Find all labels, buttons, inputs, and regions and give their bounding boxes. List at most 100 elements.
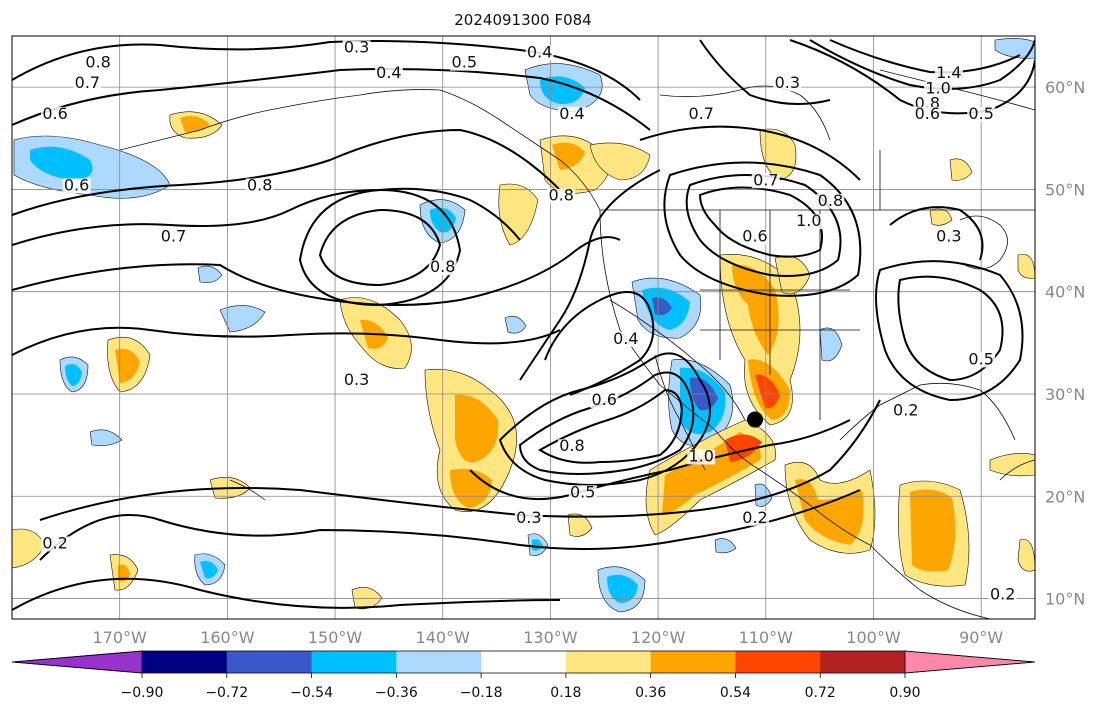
contour-label: 0.7 — [753, 170, 778, 189]
contour-label: 0.8 — [559, 436, 584, 455]
contour-label: 0.6 — [42, 104, 67, 123]
colorbar-tick-label: 0.36 — [635, 685, 666, 701]
longitude-tick-label: 160°W — [200, 628, 255, 647]
contour-label: 1.4 — [936, 63, 961, 82]
longitude-tick-label: 110°W — [739, 628, 794, 647]
colorbar-tick-label: 0.72 — [805, 685, 836, 701]
longitude-tick-label: 120°W — [631, 628, 686, 647]
colorbar-tick-label: −0.54 — [290, 685, 333, 701]
contour-label: 0.3 — [936, 227, 961, 246]
contour-label: 0.5 — [968, 349, 993, 368]
contour-label-bg — [934, 65, 963, 81]
longitude-tick-label: 150°W — [308, 628, 363, 647]
longitude-tick-label: 100°W — [846, 628, 901, 647]
contour-label-bg — [62, 178, 91, 194]
colorbar-tick-label: −0.72 — [205, 685, 248, 701]
contour-label-bg — [687, 106, 716, 122]
contour-label-bg — [159, 229, 188, 245]
positive-anomaly-area — [498, 183, 539, 246]
contour-label-bg — [557, 106, 586, 122]
contour-label: 1.0 — [688, 446, 713, 465]
longitude-tick-label: 170°W — [93, 628, 148, 647]
contour-label-bg — [547, 188, 576, 204]
colorbar-segment — [226, 651, 313, 673]
contour-label-bg — [525, 45, 554, 61]
colorbar-segment — [820, 651, 906, 673]
contour-label: 0.6 — [592, 390, 617, 409]
contour-label: 0.7 — [75, 73, 100, 92]
contour-label-bg — [41, 106, 70, 122]
contour-label-bg — [751, 173, 780, 189]
contour-label: 0.4 — [559, 104, 584, 123]
contour-label-bg — [924, 81, 953, 97]
positive-anomaly-area — [450, 468, 492, 508]
positive-anomaly-area — [795, 479, 864, 545]
contour-label: 0.8 — [430, 257, 455, 276]
contour-label: 0.2 — [990, 585, 1015, 604]
contour-label: 0.8 — [85, 53, 110, 72]
colorbar-segment — [396, 651, 482, 673]
contour-label-bg — [913, 106, 942, 122]
colorbar-segment — [650, 651, 736, 673]
contour-label: 0.4 — [613, 329, 638, 348]
contour-label: 0.8 — [247, 175, 272, 194]
positive-anomaly-area — [732, 264, 779, 355]
positive-anomaly-area — [351, 587, 383, 610]
contour-label: 0.7 — [688, 104, 713, 123]
contour-lines — [12, 39, 1035, 611]
negative-anomaly-area — [607, 574, 638, 603]
contour-label-bg — [741, 229, 770, 245]
contour-label-bg — [342, 372, 371, 388]
contour-label-bg — [891, 403, 920, 419]
colorbar-extend-low — [11, 650, 143, 674]
colorbar-tick-label: 0.54 — [720, 685, 751, 701]
latitude-tick-label: 50°N — [1045, 180, 1085, 199]
colorbar-segment — [481, 651, 567, 673]
figure-title: 2024091300 F084 — [454, 11, 591, 29]
positive-anomaly-area — [552, 142, 585, 170]
contour-label: 0.3 — [516, 508, 541, 527]
map-panel: 0.30.80.70.40.50.60.6 0.80.70.80.80.40.4 0… — [12, 36, 1035, 619]
contour-label-bg — [816, 193, 845, 209]
positive-anomaly-area — [929, 208, 953, 226]
contour-label-bg — [557, 439, 586, 455]
longitude-tick-labels: 170°W 160°W 150°W 140°W 130°W 120°W 110°W 100°W… — [93, 628, 1004, 647]
contour-label-bg — [245, 178, 274, 194]
contour-label-bg — [73, 76, 102, 92]
colorbar — [11, 650, 1036, 674]
contour-label: 0.2 — [742, 508, 767, 527]
positive-anomaly-area — [118, 564, 130, 582]
contour-label-bg — [41, 536, 70, 552]
negative-anomaly-area — [89, 429, 123, 447]
contour-label-bg — [568, 485, 597, 501]
negative-anomaly-area — [65, 364, 82, 386]
colorbar-extend-high — [904, 650, 1036, 674]
shaded-anomaly-layer — [12, 38, 1035, 613]
negative-anomaly-area — [197, 265, 223, 283]
contour-label: 0.2 — [42, 533, 67, 552]
contour-label-bg — [514, 510, 543, 526]
contour-label-bg — [988, 587, 1017, 603]
negative-anomaly-area — [714, 538, 737, 554]
contour-label-bg — [687, 449, 716, 465]
contour-label: 1.0 — [796, 211, 821, 230]
negative-anomaly-area — [994, 38, 1035, 59]
contour-label: 0.5 — [570, 482, 595, 501]
positive-anomaly-area — [589, 142, 651, 181]
latitude-tick-label: 10°N — [1045, 590, 1085, 609]
colorbar-segment — [142, 651, 228, 673]
longitude-tick-label: 140°W — [416, 628, 471, 647]
contour-label: 0.6 — [742, 227, 767, 246]
contour-label-bg — [374, 65, 403, 81]
colorbar-tick-label: 0.18 — [550, 685, 581, 701]
contour-label: 0.5 — [452, 53, 477, 72]
negative-anomaly-area — [200, 561, 218, 579]
negative-anomaly-area — [652, 297, 672, 316]
contour-label-bg — [342, 40, 371, 56]
coastlines — [119, 69, 1035, 619]
latitude-tick-label: 40°N — [1045, 283, 1085, 302]
contour-label-bg — [794, 214, 823, 230]
positive-anomaly-area — [455, 394, 499, 463]
positive-anomaly-area — [949, 158, 973, 181]
contour-labels: 0.30.80.70.40.50.60.6 0.80.70.80.80.40.4 0… — [41, 37, 1017, 604]
